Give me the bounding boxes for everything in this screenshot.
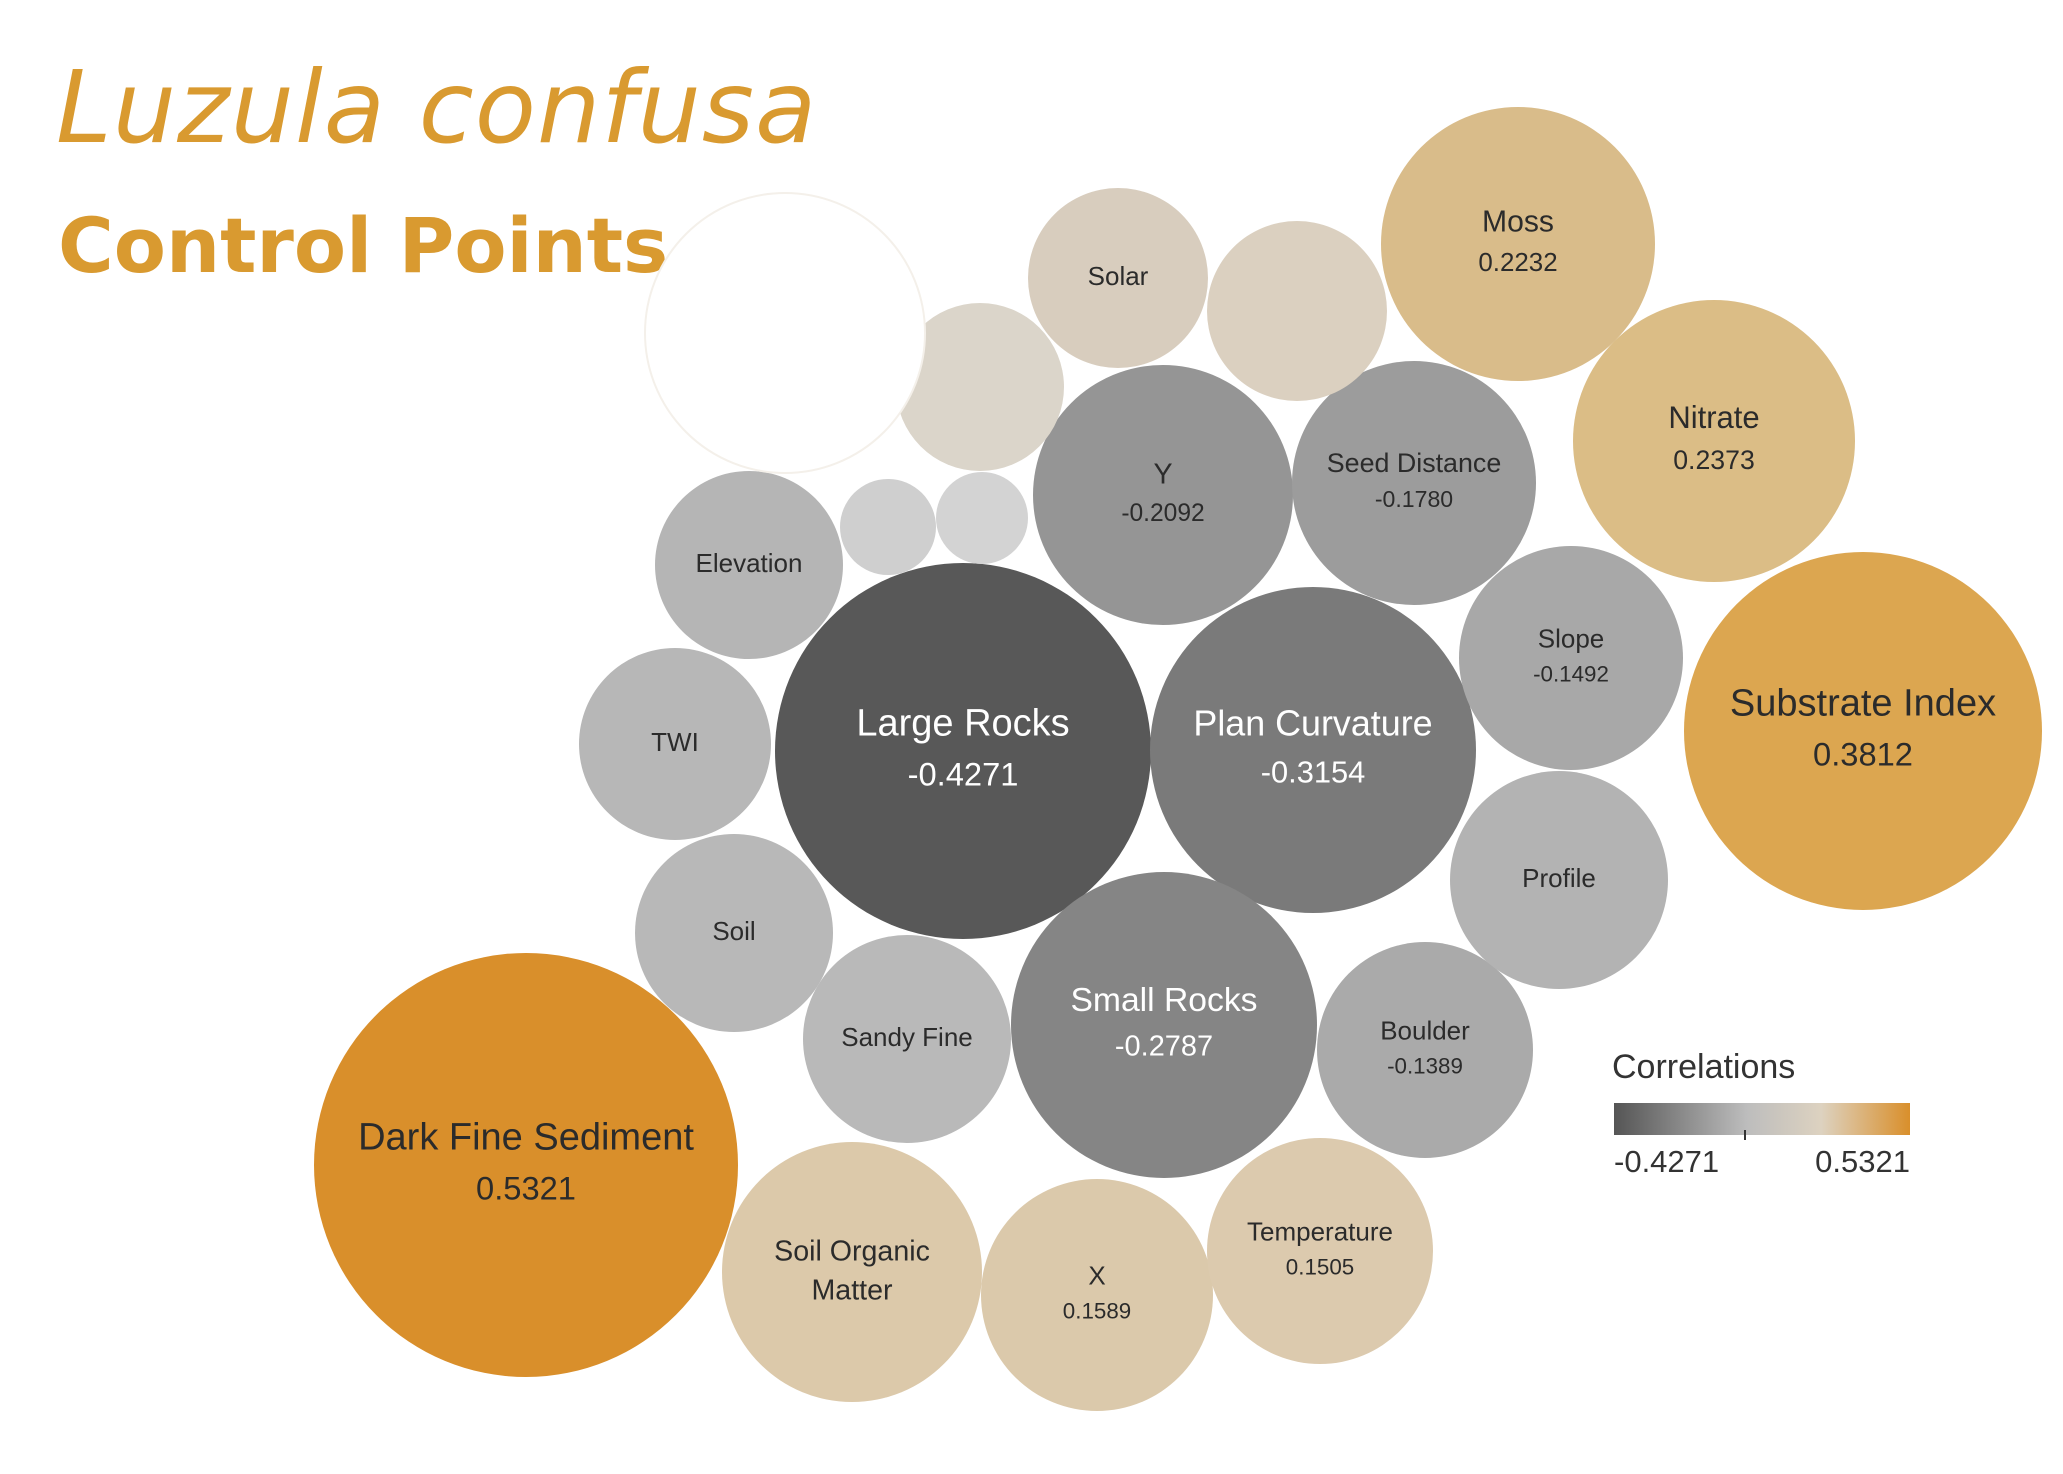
bubble-unlabeled-22 [840,479,936,575]
bubble-value-nitrate: 0.2373 [1673,445,1755,475]
bubble-boulder [1317,942,1533,1158]
bubble-unlabeled-20 [1207,221,1387,401]
bubble-label-moss: Moss [1482,206,1554,239]
bubble-label-profile: Profile [1522,863,1596,893]
bubble-value-large-rocks: -0.4271 [908,755,1019,792]
chart-title: Luzula confusa [56,49,818,166]
bubble-label-twi: TWI [651,727,699,757]
bubble-value-x: 0.1589 [1063,1298,1131,1323]
bubble-twi [579,648,771,840]
bubble-unlabeled-21 [896,303,1064,471]
bubble-value-slope: -0.1492 [1533,661,1609,686]
bubble-label-temperature: Temperature [1247,1216,1393,1246]
bubble-seed-distance [1292,361,1536,605]
legend-color-bar [1614,1103,1910,1135]
bubble-label-dark-fine-sediment: Dark Fine Sediment [358,1116,694,1158]
bubble-value-boulder: -0.1389 [1387,1053,1463,1078]
bubble-x [981,1179,1213,1411]
bubble-value-small-rocks: -0.2787 [1115,1030,1213,1062]
bubble-temperature [1207,1138,1433,1364]
bubble-label-large-rocks: Large Rocks [856,702,1069,744]
bubble-label-plan-curvature: Plan Curvature [1193,703,1432,743]
bubble-group: Large Rocks -0.4271 Plan Curvature -0.3154 S… [314,107,2042,1411]
bubble-nitrate [1573,300,1855,582]
bubble-value-substrate-index: 0.3812 [1813,735,1913,772]
bubble-value-moss: 0.2232 [1478,249,1557,277]
bubble-label-nitrate: Nitrate [1668,400,1759,435]
bubble-value-plan-curvature: -0.3154 [1261,754,1366,789]
bubble-profile [1450,771,1668,989]
bubble-plan-curvature [1150,587,1476,913]
bubble-value-seed-distance: -0.1780 [1375,486,1453,512]
bubble-label-boulder: Boulder [1380,1015,1470,1045]
legend-max-label: 0.5321 [1815,1144,1910,1179]
bubble-value-temperature: 0.1505 [1286,1254,1354,1279]
bubble-label-slope: Slope [1538,623,1605,653]
bubble-small-rocks [1011,872,1317,1178]
bubble-label-sandy-fine: Sandy Fine [841,1022,973,1052]
chart-subtitle: Control Points [58,201,669,290]
bubble-label-small-rocks: Small Rocks [1070,982,1257,1019]
bubble-solar [1028,188,1208,368]
bubble-unlabeled-24 [644,192,926,474]
bubble-label-elevation: Elevation [696,548,803,578]
bubble-label-substrate-index: Substrate Index [1730,682,1996,724]
bubble-label-solar: Solar [1088,261,1149,291]
bubble-value-y: -0.2092 [1121,500,1204,527]
legend-min-label: -0.4271 [1614,1144,1719,1179]
legend-title: Correlations [1612,1048,1795,1086]
legend: Correlations -0.4271 0.5321 [1612,1048,1910,1179]
bubble-y [1033,365,1293,625]
bubble-label-soil: Soil [712,916,755,946]
bubble-value-dark-fine-sediment: 0.5321 [476,1169,576,1206]
bubble-label-soil-organic-matter: Soil Organic Matter [774,1235,930,1306]
bubble-slope [1459,546,1683,770]
bubble-dark-fine-sediment [314,953,738,1377]
bubble-soil [635,834,833,1032]
bubble-unlabeled-23 [936,472,1028,564]
bubble-sandy-fine [803,935,1011,1143]
bubble-label-y: Y [1153,458,1172,490]
bubble-moss [1381,107,1655,381]
bubble-label-seed-distance: Seed Distance [1327,448,1502,478]
bubble-label-x: X [1088,1260,1105,1290]
bubble-soil-organic-matter [722,1142,982,1402]
bubble-large-rocks [775,563,1151,939]
bubble-substrate-index [1684,552,2042,910]
bubble-elevation [655,471,843,659]
